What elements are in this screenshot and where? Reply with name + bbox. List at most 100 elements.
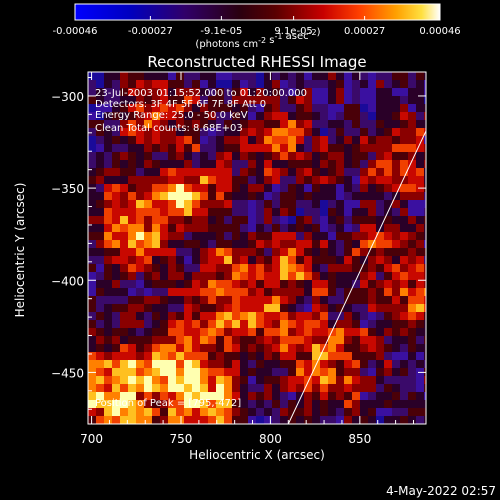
heatmap-cell <box>104 352 112 360</box>
heatmap-cell <box>312 328 320 336</box>
heatmap-cell <box>144 104 152 112</box>
heatmap-cell <box>272 392 280 400</box>
heatmap-cell <box>320 96 328 104</box>
heatmap-cell <box>368 136 376 144</box>
heatmap-cell <box>104 344 112 352</box>
heatmap-cell <box>376 144 384 152</box>
heatmap-cell <box>336 176 344 184</box>
heatmap-cell <box>168 72 176 80</box>
heatmap-cell <box>320 136 328 144</box>
heatmap-cell <box>160 360 168 368</box>
heatmap-cell <box>384 128 392 136</box>
heatmap-cell <box>168 296 176 304</box>
heatmap-cell <box>256 200 264 208</box>
heatmap-cell <box>224 184 232 192</box>
heatmap-cell <box>424 208 426 216</box>
heatmap-cell <box>240 368 248 376</box>
heatmap-cell <box>272 296 280 304</box>
heatmap-cell <box>144 112 152 120</box>
heatmap-cell <box>168 104 176 112</box>
heatmap-cell <box>312 296 320 304</box>
heatmap-cell <box>400 384 408 392</box>
heatmap-cell <box>104 328 112 336</box>
heatmap-cell <box>104 88 112 96</box>
heatmap-cell <box>216 384 224 392</box>
heatmap-cell <box>232 224 240 232</box>
heatmap-cell <box>320 128 328 136</box>
heatmap-cell <box>120 216 128 224</box>
heatmap-cell <box>384 160 392 168</box>
heatmap-cell <box>128 168 136 176</box>
heatmap-cell <box>312 336 320 344</box>
heatmap-cell <box>320 264 328 272</box>
heatmap-cell <box>192 368 200 376</box>
heatmap-cell <box>376 408 384 416</box>
heatmap-cell <box>296 232 304 240</box>
heatmap-cell <box>224 392 232 400</box>
heatmap-cell <box>88 312 96 320</box>
heatmap-cell <box>336 112 344 120</box>
heatmap-cell <box>344 392 352 400</box>
heatmap-cell <box>280 96 288 104</box>
heatmap-cell <box>392 168 400 176</box>
heatmap-cell <box>144 280 152 288</box>
heatmap-cell <box>344 208 352 216</box>
heatmap-cell <box>344 328 352 336</box>
heatmap-cell <box>112 312 120 320</box>
heatmap-cell <box>208 336 216 344</box>
heatmap-cell <box>312 96 320 104</box>
heatmap-cell <box>416 384 424 392</box>
heatmap-cell <box>224 360 232 368</box>
heatmap-cell <box>336 192 344 200</box>
heatmap-cell <box>272 352 280 360</box>
heatmap-cell <box>160 304 168 312</box>
heatmap-cell <box>216 200 224 208</box>
x-tick-label: 700 <box>80 432 103 446</box>
heatmap-cell <box>152 248 160 256</box>
heatmap-cell <box>376 248 384 256</box>
heatmap-cell <box>280 216 288 224</box>
heatmap-cell <box>256 240 264 248</box>
heatmap-cell <box>120 192 128 200</box>
heatmap-cell <box>416 336 424 344</box>
heatmap-cell <box>312 208 320 216</box>
heatmap-cell <box>352 336 360 344</box>
heatmap-cell <box>200 120 208 128</box>
heatmap-cell <box>360 128 368 136</box>
heatmap-cell <box>168 192 176 200</box>
heatmap-cell <box>360 208 368 216</box>
heatmap-cell <box>320 360 328 368</box>
heatmap-cell <box>176 88 184 96</box>
heatmap-cell <box>320 376 328 384</box>
heatmap-cell <box>376 256 384 264</box>
heatmap-cell <box>360 312 368 320</box>
heatmap-cell <box>392 296 400 304</box>
heatmap-cell <box>136 312 144 320</box>
heatmap-cell <box>224 192 232 200</box>
heatmap-cell <box>96 200 104 208</box>
heatmap-cell <box>176 376 184 384</box>
heatmap-cell <box>408 200 416 208</box>
heatmap-cell <box>120 80 128 88</box>
heatmap-cell <box>136 288 144 296</box>
heatmap-cell <box>88 80 96 88</box>
heatmap-cell <box>224 312 232 320</box>
heatmap-cell <box>136 120 144 128</box>
heatmap-cell <box>360 416 368 424</box>
heatmap-cell <box>128 184 136 192</box>
heatmap-cell <box>136 104 144 112</box>
heatmap-cell <box>272 376 280 384</box>
heatmap-cell <box>248 416 256 424</box>
heatmap-cell <box>392 72 400 80</box>
heatmap-cell <box>168 248 176 256</box>
heatmap-cell <box>368 264 376 272</box>
heatmap-cell <box>176 72 184 80</box>
heatmap-cell <box>168 88 176 96</box>
heatmap-cell <box>168 280 176 288</box>
heatmap-cell <box>224 72 232 80</box>
heatmap-cell <box>136 144 144 152</box>
heatmap-cell <box>336 232 344 240</box>
heatmap-cell <box>392 88 400 96</box>
heatmap-cell <box>288 384 296 392</box>
heatmap-cell <box>400 392 408 400</box>
